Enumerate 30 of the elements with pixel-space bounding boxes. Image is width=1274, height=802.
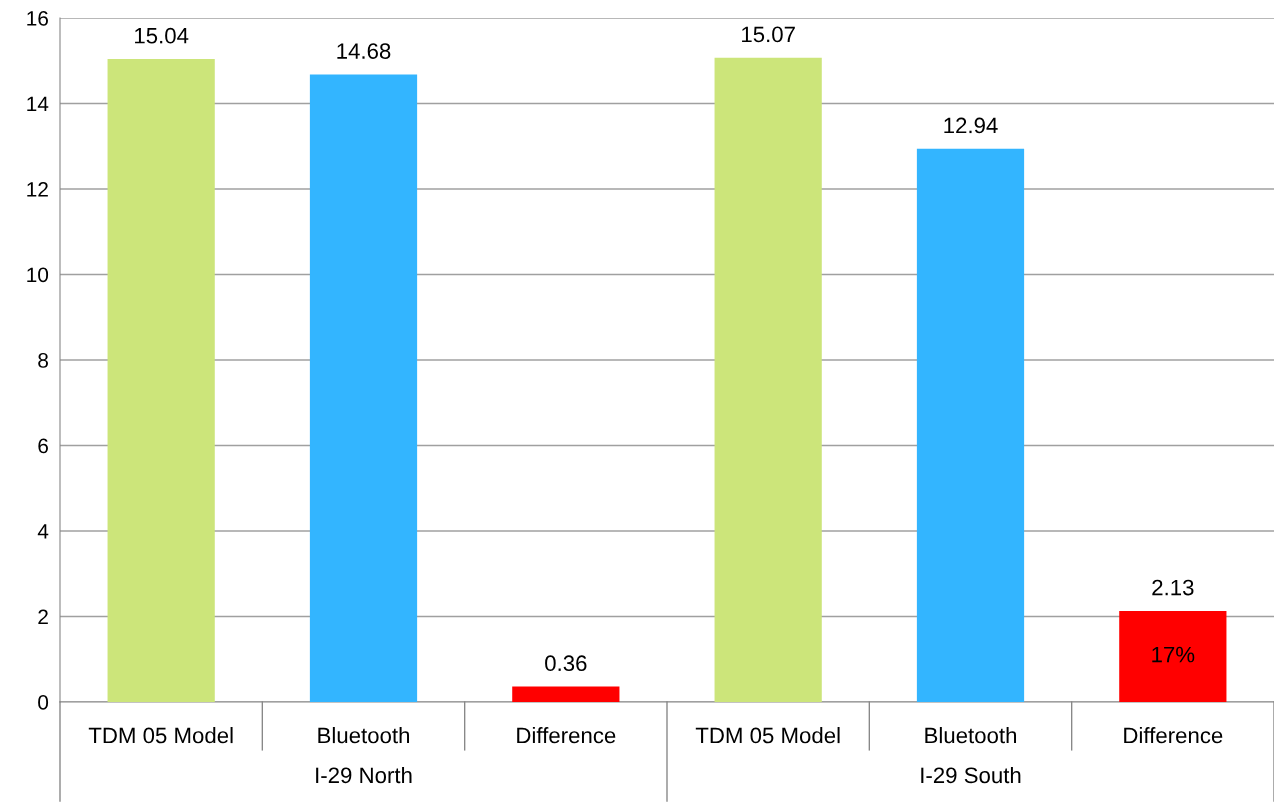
data-label: 14.68 (337, 43, 391, 59)
data-label: 0.36 (545, 655, 587, 672)
y-tick-label: 12 (27, 182, 48, 197)
data-label: 12.94 (944, 117, 998, 134)
x-tick-label: Difference (517, 727, 616, 744)
x-tick-label: Bluetooth (318, 727, 410, 744)
y-tick-label: 14 (27, 96, 49, 112)
data-label: 2.13 (1152, 579, 1194, 596)
data-label: 15.07 (742, 26, 795, 43)
x-tick-label: TDM 05 Model (695, 727, 840, 744)
bar (107, 59, 215, 702)
y-tick-label: 8 (38, 353, 48, 368)
annotation: 17% (1152, 646, 1195, 663)
bar (309, 74, 418, 702)
data-label: 15.04 (135, 27, 189, 44)
bar (714, 57, 822, 702)
y-tick-label: 10 (27, 267, 49, 283)
x-tick-label: Bluetooth (925, 727, 1017, 744)
y-tick-label: 4 (37, 524, 49, 539)
y-tick-label: 16 (27, 11, 48, 26)
y-tick-label: 0 (38, 695, 49, 710)
bar (916, 148, 1025, 702)
x-tick-label: Difference (1124, 727, 1223, 744)
y-tick-label: 6 (38, 438, 48, 454)
y-tick-label: 2 (38, 609, 48, 625)
bar (1119, 610, 1227, 702)
x-tick-label: TDM 05 Model (88, 727, 233, 744)
text: I-29 South (921, 766, 1021, 784)
bar (512, 686, 620, 702)
text: I-29 North (316, 766, 412, 784)
